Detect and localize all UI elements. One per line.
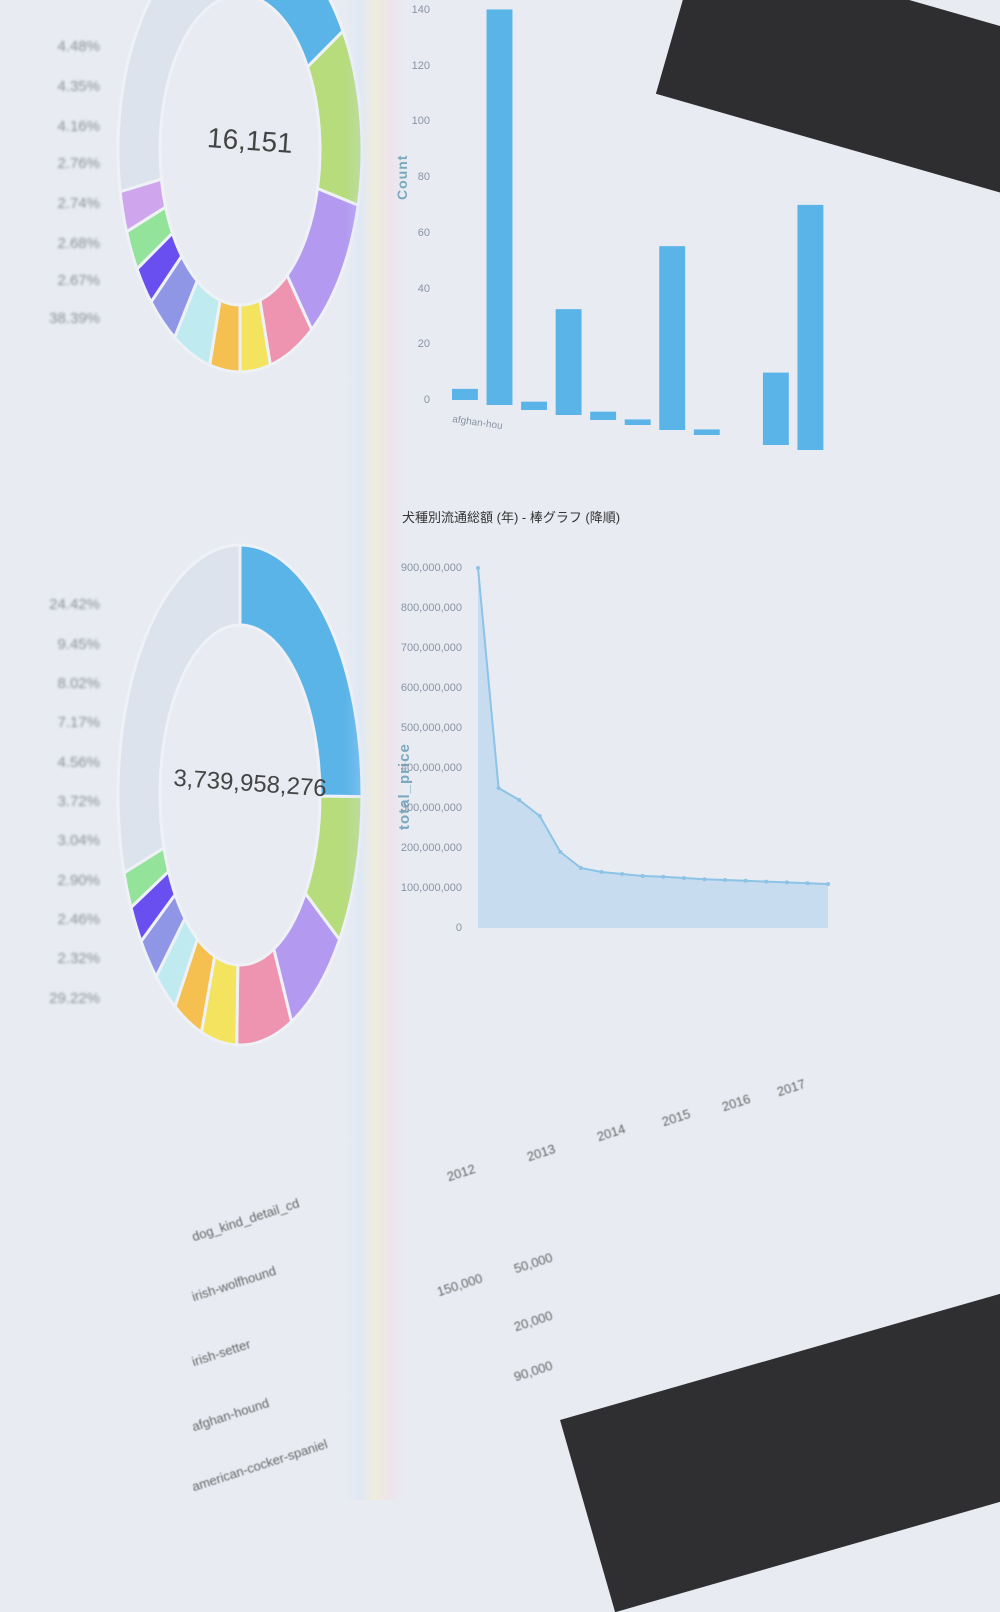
data-point[interactable] [805, 881, 810, 886]
data-point[interactable] [743, 878, 748, 883]
row-label: american-cocker-spaniel [190, 1436, 330, 1495]
y-tick-label: 700,000,000 [400, 642, 462, 654]
data-point[interactable] [517, 798, 522, 802]
y-tick-label: 0 [455, 922, 462, 934]
data-point[interactable] [661, 874, 666, 879]
legend-percent: 2.67% [57, 272, 100, 289]
data-point[interactable] [578, 866, 583, 870]
data-point[interactable] [826, 882, 830, 886]
area-line [477, 567, 829, 885]
legend-percent: 29.22% [49, 990, 100, 1007]
legend-percent: 7.17% [57, 714, 100, 731]
y-tick-label: 80 [417, 171, 430, 184]
bar[interactable] [555, 309, 582, 415]
legend-percent: 2.46% [57, 911, 100, 928]
y-tick-label: 800,000,000 [400, 602, 462, 614]
year-header: 2013 [525, 1141, 558, 1165]
legend-percent: 4.56% [57, 754, 100, 771]
legend-percent: 38.39% [49, 310, 100, 327]
row-label: afghan-hound [190, 1395, 271, 1435]
data-point[interactable] [620, 872, 625, 876]
y-tick-label: 500,000,000 [400, 722, 462, 734]
y-tick-label: 0 [423, 394, 430, 406]
y-axis-label: total_price [396, 743, 413, 830]
y-tick-label: 20 [417, 338, 430, 351]
donut-slice[interactable] [305, 28, 364, 208]
legend-percent: 2.76% [57, 155, 100, 172]
donut-slice[interactable] [238, 543, 364, 799]
donut-svg [116, 543, 364, 1047]
y-tick-label: 140 [411, 4, 430, 16]
area-fill [478, 568, 828, 928]
bar[interactable] [521, 401, 547, 410]
data-point[interactable] [702, 877, 707, 882]
y-tick-label: 40 [417, 282, 430, 295]
bar[interactable] [693, 429, 720, 435]
donut-slice[interactable] [116, 543, 242, 876]
y-tick-label: 60 [417, 226, 430, 239]
table-cell: 150,000 [435, 1270, 485, 1300]
bar[interactable] [797, 204, 824, 450]
data-point[interactable] [599, 870, 604, 874]
bar[interactable] [590, 411, 617, 420]
year-header: 2016 [720, 1091, 753, 1115]
y-tick-label: 400,000,000 [400, 762, 462, 774]
bar[interactable] [452, 388, 478, 400]
data-point[interactable] [681, 876, 686, 880]
y-tick-label: 100 [411, 115, 430, 128]
year-header: 2017 [775, 1076, 808, 1100]
legend-percent: 8.02% [57, 675, 100, 692]
data-point[interactable] [558, 850, 563, 854]
legend-percent: 2.68% [57, 235, 100, 252]
chart-title: 犬種別流通総額 (年) - 棒グラフ (降順) [402, 510, 621, 525]
donut-svg [116, 0, 364, 374]
legend-percent: 4.48% [57, 38, 100, 55]
bar[interactable] [762, 372, 789, 445]
legend-percent: 4.35% [57, 78, 100, 95]
data-point[interactable] [723, 878, 728, 882]
legend-percent: 24.42% [49, 596, 100, 613]
row-label: irish-setter [190, 1336, 253, 1370]
year-header: 2015 [660, 1106, 693, 1130]
area-plot [476, 566, 830, 928]
data-point[interactable] [640, 874, 645, 878]
legend-percent: 3.72% [57, 793, 100, 810]
y-tick-label: 900,000,000 [400, 562, 462, 574]
data-point[interactable] [784, 880, 789, 885]
table-cell: 50,000 [512, 1249, 555, 1277]
x-tick-label: afghan-hou [452, 414, 504, 432]
monitor-bezel [560, 1254, 1000, 1612]
y-tick-label: 100,000,000 [400, 882, 462, 894]
y-tick-label: 120 [411, 59, 430, 72]
bar[interactable] [659, 246, 686, 430]
legend-percent: 4.16% [57, 118, 100, 135]
table-header: dog_kind_detail_cd [190, 1195, 302, 1245]
y-tick-label: 200,000,000 [400, 842, 462, 854]
legend-percent: 2.90% [57, 872, 100, 889]
donut-slice[interactable] [116, 0, 240, 194]
data-point[interactable] [764, 879, 769, 884]
table-cell: 90,000 [512, 1357, 555, 1385]
year-header: 2014 [595, 1121, 628, 1145]
legend-percent: 2.32% [57, 950, 100, 967]
bar[interactable] [486, 9, 513, 406]
bar-plot: afghan-hou [452, 9, 824, 450]
legend-percent: 9.45% [57, 636, 100, 653]
legend-percent: 3.04% [57, 832, 100, 849]
row-label: irish-wolfhound [190, 1262, 278, 1305]
data-point[interactable] [496, 786, 501, 790]
year-header: 2012 [445, 1161, 478, 1185]
data-point[interactable] [476, 566, 480, 570]
data-point[interactable] [537, 814, 542, 818]
legend-percent: 2.74% [57, 195, 100, 212]
y-tick-label: 600,000,000 [400, 682, 462, 694]
bar[interactable] [624, 419, 651, 425]
y-tick-label: 300,000,000 [400, 802, 462, 814]
table-cell: 20,000 [512, 1307, 555, 1335]
